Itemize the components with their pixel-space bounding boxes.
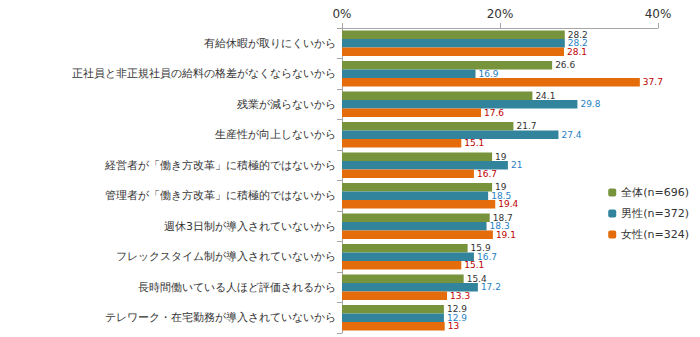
svg-text:16.7: 16.7 (477, 169, 497, 179)
svg-text:19: 19 (495, 152, 507, 162)
svg-text:16.7: 16.7 (476, 251, 497, 262)
svg-text:有給休暇が取りにくいから: 有給休暇が取りにくいから (204, 37, 336, 50)
svg-text:26.6: 26.6 (555, 60, 575, 70)
svg-text:12.9: 12.9 (446, 312, 467, 323)
svg-text:20%: 20% (487, 7, 514, 21)
svg-text:15.4: 15.4 (466, 273, 487, 284)
svg-text:19.4: 19.4 (498, 199, 518, 209)
svg-text:18.7: 18.7 (492, 212, 513, 223)
svg-text:男性(n=372): 男性(n=372) (621, 207, 689, 220)
svg-text:17.2: 17.2 (481, 282, 501, 292)
svg-text:フレックスタイム制が導入されていないから: フレックスタイム制が導入されていないから (116, 250, 336, 263)
svg-text:18.5: 18.5 (491, 190, 512, 201)
svg-text:週休3日制が導入されていないから: 週休3日制が導入されていないから (164, 220, 336, 233)
svg-text:全体(n=696): 全体(n=696) (621, 186, 689, 199)
svg-text:18.3: 18.3 (489, 221, 510, 232)
svg-text:16.9: 16.9 (479, 69, 499, 79)
svg-text:19.1: 19.1 (496, 230, 516, 240)
svg-text:経営者が「働き方改革」に積極的ではないから: 経営者が「働き方改革」に積極的ではないから (104, 159, 336, 172)
svg-text:12.9: 12.9 (446, 304, 467, 315)
svg-text:17.6: 17.6 (484, 108, 504, 118)
svg-text:テレワーク・在宅勤務が導入されていないから: テレワーク・在宅勤務が導入されていないから (105, 311, 336, 324)
svg-text:27.4: 27.4 (561, 130, 581, 140)
svg-text:37.7: 37.7 (643, 77, 663, 87)
svg-text:15.1: 15.1 (464, 138, 484, 148)
svg-text:40%: 40% (645, 7, 672, 21)
svg-text:正社員と非正規社員の給料の格差がなくならないから: 正社員と非正規社員の給料の格差がなくならないから (72, 67, 336, 80)
svg-text:28.2: 28.2 (567, 29, 588, 40)
svg-text:29.8: 29.8 (580, 99, 600, 109)
svg-text:15.1: 15.1 (464, 260, 484, 270)
svg-text:残業が減らないから: 残業が減らないから (237, 98, 336, 111)
svg-text:長時間働いている人ほど評価されるから: 長時間働いている人ほど評価されるから (138, 281, 336, 294)
svg-text:28.2: 28.2 (567, 38, 588, 49)
svg-text:15.9: 15.9 (470, 243, 491, 254)
svg-text:13.3: 13.3 (450, 291, 470, 301)
svg-text:生産性が向上しないから: 生産性が向上しないから (215, 128, 336, 141)
svg-text:24.1: 24.1 (535, 91, 555, 101)
svg-text:女性(n=324): 女性(n=324) (621, 228, 689, 241)
svg-text:19: 19 (495, 182, 507, 193)
svg-text:0%: 0% (332, 7, 351, 21)
svg-text:21: 21 (511, 160, 522, 170)
svg-text:28.1: 28.1 (567, 47, 587, 57)
svg-text:13: 13 (448, 321, 459, 331)
svg-text:管理者が「働き方改革」に積極的ではないから: 管理者が「働き方改革」に積極的ではないから (105, 189, 336, 202)
svg-text:21.7: 21.7 (516, 121, 536, 131)
